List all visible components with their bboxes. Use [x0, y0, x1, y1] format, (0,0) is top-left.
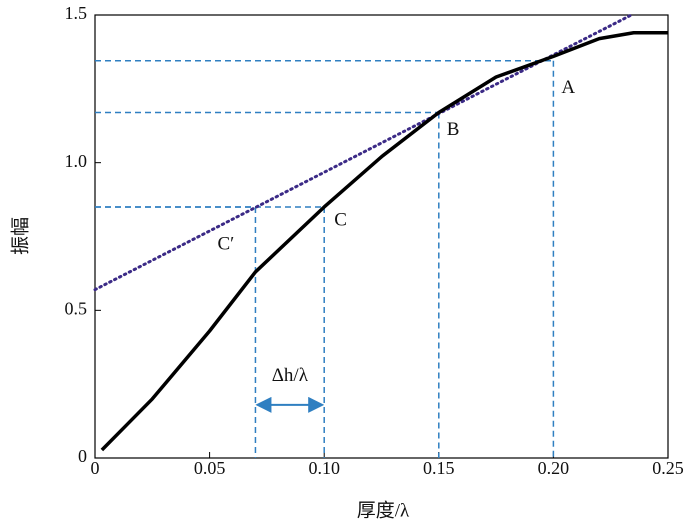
x-tick-label: 0.20: [538, 458, 570, 478]
y-tick-label: 1.0: [65, 151, 88, 171]
y-axis-label: 振幅: [9, 217, 31, 255]
x-tick-label: 0: [91, 458, 100, 478]
x-axis-label: 厚度/λ: [357, 499, 410, 521]
x-tick-label: 0.25: [652, 458, 684, 478]
y-tick-label: 1.5: [65, 3, 88, 23]
plot-frame: [94, 14, 669, 459]
point-label: C′: [217, 233, 234, 254]
x-tick-label: 0.10: [308, 458, 340, 478]
point-label: C: [334, 209, 347, 230]
span-label: Δh/λ: [272, 365, 309, 386]
y-tick-label: 0: [78, 446, 87, 466]
x-tick-label: 0.15: [423, 458, 455, 478]
point-label: B: [447, 119, 460, 140]
point-label: A: [561, 77, 575, 98]
y-tick-label: 0.5: [65, 298, 88, 318]
curve: [100, 30, 668, 452]
x-tick-label: 0.05: [194, 458, 226, 478]
